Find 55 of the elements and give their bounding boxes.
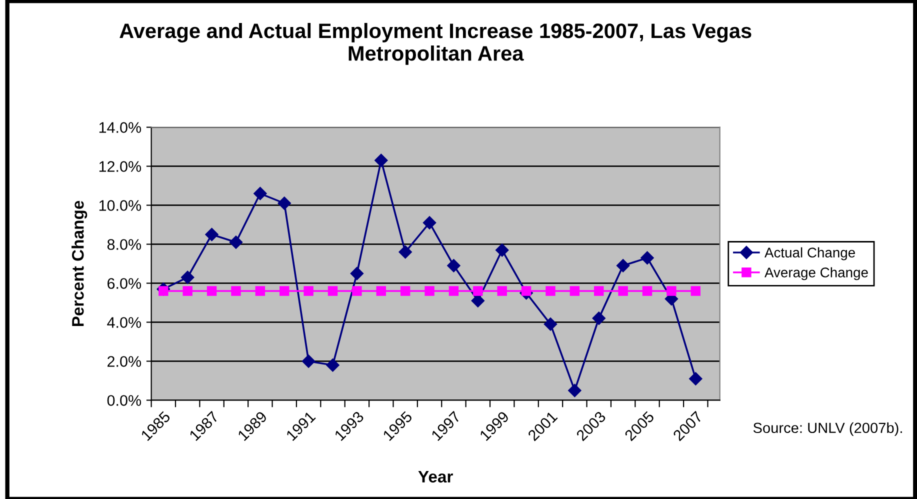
source-note: Source: UNLV (2007b). bbox=[753, 422, 902, 436]
point bbox=[376, 286, 386, 296]
point bbox=[350, 266, 364, 280]
y-tick-label: 10.0% bbox=[99, 200, 142, 211]
point bbox=[448, 286, 459, 296]
point bbox=[326, 358, 340, 372]
point bbox=[400, 286, 410, 296]
point bbox=[642, 286, 652, 296]
point bbox=[255, 286, 266, 296]
point bbox=[206, 286, 217, 296]
point bbox=[690, 286, 701, 296]
point bbox=[471, 294, 484, 308]
point bbox=[304, 286, 314, 296]
point bbox=[302, 354, 316, 368]
y-axis-title: Percent Change bbox=[72, 200, 88, 326]
point bbox=[594, 286, 604, 296]
y-tick-label: 2.0% bbox=[108, 356, 142, 367]
y-tick-label: 6.0% bbox=[108, 278, 142, 289]
point bbox=[280, 286, 290, 296]
point bbox=[182, 286, 192, 296]
y-tick-label: 0.0% bbox=[107, 395, 142, 406]
point bbox=[352, 286, 362, 296]
x-axis-title: Year bbox=[418, 470, 453, 483]
point bbox=[496, 243, 509, 257]
point bbox=[640, 251, 654, 264]
y-tick-label: 8.0% bbox=[107, 239, 142, 250]
point bbox=[374, 154, 388, 167]
point bbox=[544, 318, 558, 331]
point bbox=[398, 245, 412, 259]
point bbox=[422, 216, 436, 230]
point bbox=[568, 384, 582, 398]
point bbox=[205, 228, 218, 242]
y-tick-label: 14.0% bbox=[99, 122, 142, 133]
point bbox=[254, 186, 267, 200]
point bbox=[278, 196, 291, 210]
y-tick-label: 4.0% bbox=[107, 317, 142, 328]
point bbox=[546, 286, 556, 296]
point bbox=[689, 372, 702, 386]
point bbox=[328, 286, 338, 296]
legend-label: Actual Change bbox=[764, 247, 855, 260]
legend-label: Average Change bbox=[764, 267, 868, 280]
point bbox=[592, 312, 606, 325]
point bbox=[473, 286, 483, 296]
point bbox=[231, 286, 241, 296]
point bbox=[181, 270, 194, 284]
point bbox=[229, 236, 243, 249]
point bbox=[447, 259, 460, 272]
point bbox=[616, 259, 630, 272]
chart-title: Average and Actual Employment Increase 1985-2007, Las Vegas Metropolitan Area bbox=[120, 22, 752, 65]
point bbox=[570, 286, 580, 296]
point bbox=[497, 286, 507, 296]
point bbox=[424, 286, 434, 296]
point bbox=[618, 286, 628, 296]
point bbox=[666, 286, 676, 296]
y-tick-label: 12.0% bbox=[99, 161, 142, 172]
